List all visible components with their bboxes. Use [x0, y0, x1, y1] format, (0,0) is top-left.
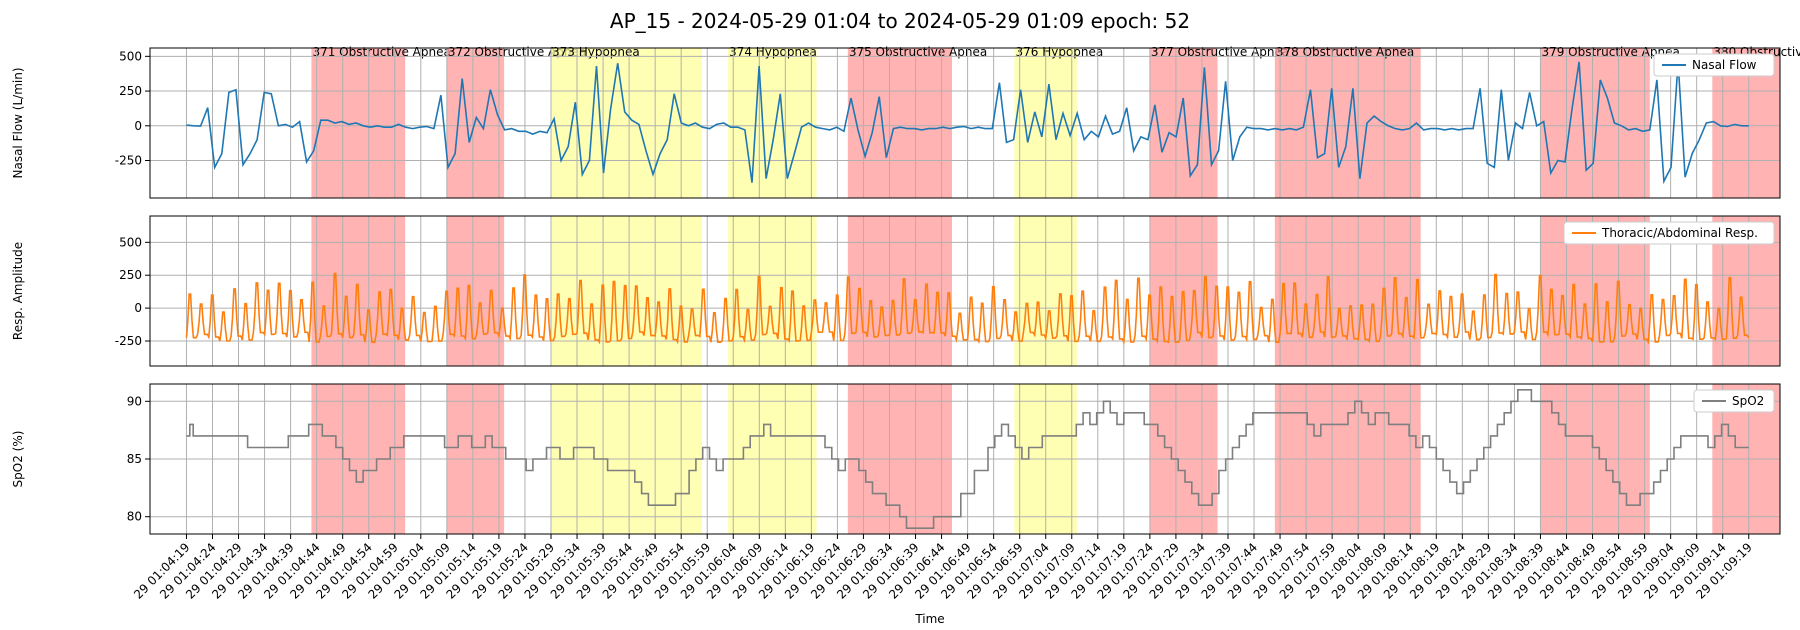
event-label: 376 Hypopnea [1015, 45, 1103, 59]
event-band [728, 216, 817, 366]
panel-frame [149, 47, 1781, 199]
legend-box [1693, 389, 1775, 413]
event-label: 377 Obstructive Apnea [1151, 45, 1289, 59]
y-tick-label: 500 [119, 235, 142, 249]
y-tick-label: -250 [115, 154, 142, 168]
y-tick-label: 90 [127, 394, 142, 408]
y-tick-label: -250 [115, 334, 142, 348]
legend-label: Thoracic/Abdominal Resp. [1601, 226, 1758, 240]
series-line [186, 389, 1749, 529]
x-axis-label: Time [914, 612, 944, 626]
panel-frame [149, 215, 1781, 367]
panel-2: -250 0 250 500 Resp. Amplitude Thoracic/Abdom… [11, 215, 1781, 367]
y-tick-label: 80 [127, 510, 142, 524]
y-axis-label: Resp. Amplitude [11, 242, 25, 340]
legend-box [1653, 53, 1775, 77]
y-tick-label: 500 [119, 49, 142, 63]
event-band [1149, 48, 1218, 198]
event-band [847, 48, 952, 198]
y-axis-label: SpO2 (%) [11, 431, 25, 488]
event-band [728, 48, 817, 198]
legend-box [1563, 221, 1775, 245]
event-label: 371 Obstructive Apnea [312, 45, 450, 59]
event-band [550, 48, 703, 198]
y-tick-label: 250 [119, 268, 142, 282]
y-tick-label: 250 [119, 84, 142, 98]
legend-label: SpO2 [1732, 394, 1764, 408]
panel-frame [149, 383, 1781, 535]
event-label: 373 Hypopnea [552, 45, 640, 59]
event-label: 374 Hypopnea [729, 45, 817, 59]
event-band [311, 48, 406, 198]
y-tick-label: 0 [134, 119, 142, 133]
event-band [1540, 48, 1650, 198]
panel-3: 80 85 90 SpO2 (%) SpO2 [11, 383, 1781, 535]
event-label: 378 Obstructive Apnea [1276, 45, 1414, 59]
event-band [1274, 216, 1421, 366]
event-label: 375 Obstructive Apnea [849, 45, 987, 59]
legend-label: Nasal Flow [1692, 58, 1757, 72]
y-tick-label: 0 [134, 301, 142, 315]
chart-title: AP_15 - 2024-05-29 01:04 to 2024-05-29 0… [610, 9, 1190, 33]
y-axis-label: Nasal Flow (L/min) [11, 67, 25, 178]
series-line [185, 272, 1750, 346]
event-band [446, 216, 505, 366]
event-band [1274, 48, 1421, 198]
y-tick-label: 85 [127, 452, 142, 466]
series-line [186, 61, 1749, 185]
